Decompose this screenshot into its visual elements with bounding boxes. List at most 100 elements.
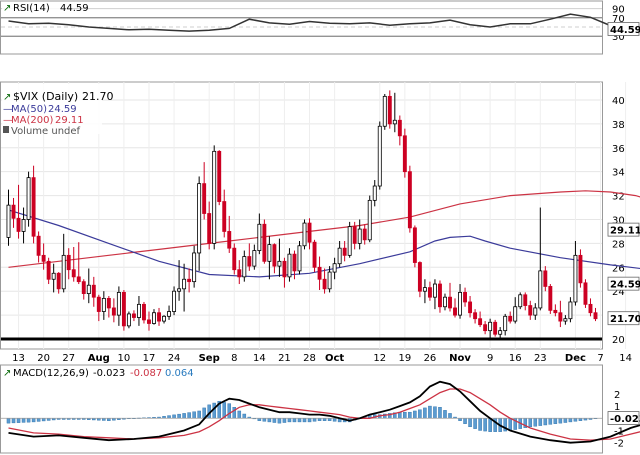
candle [212, 145, 217, 250]
x-tick-label: 16 [509, 353, 522, 364]
candle-body [202, 183, 207, 214]
candle [538, 207, 543, 311]
candle-body [553, 309, 558, 314]
candle-body [6, 204, 11, 238]
macd-histogram-bar [573, 418, 578, 422]
candle [287, 248, 292, 282]
price-tick-label: 34 [612, 168, 625, 179]
ma50-value: 24.59 [48, 104, 77, 115]
candle-body [593, 312, 598, 320]
candle [142, 301, 146, 324]
candle-body [252, 250, 257, 267]
candle-body [232, 247, 237, 271]
ma200-badge-box [607, 222, 640, 237]
candle [432, 279, 437, 310]
candle-body [172, 290, 177, 312]
price-tick-label: 26 [612, 263, 625, 274]
macd-tick-label: 1 [614, 402, 620, 413]
candle [332, 257, 337, 280]
candle [553, 304, 558, 317]
x-tick-label: 27 [62, 353, 75, 364]
macd-histogram-bar [31, 418, 36, 423]
candle [282, 257, 287, 288]
candle-body [518, 294, 523, 308]
candle [573, 241, 578, 306]
candle-body [287, 253, 292, 278]
candle [111, 298, 116, 323]
macd-histogram-bar [473, 418, 477, 429]
candle-body [237, 269, 242, 278]
macd-histogram-bar [468, 418, 472, 428]
macd-panel-frame [0, 364, 603, 454]
candle-body [563, 318, 568, 322]
candle-body [197, 183, 202, 254]
macd-histogram-bar [41, 418, 46, 422]
macd-histogram-bar [488, 418, 492, 432]
candle [152, 309, 156, 325]
candle [407, 165, 412, 233]
candle [523, 292, 528, 311]
candle-body [227, 231, 232, 249]
x-tick-label: 13 [12, 353, 25, 364]
candle-body [407, 171, 412, 229]
candle [558, 300, 563, 328]
rsi-title-bg [2, 2, 72, 14]
candle-body [182, 278, 187, 290]
macd-histogram-bar [448, 413, 452, 419]
candle [292, 250, 297, 280]
candle [402, 128, 407, 178]
x-tick-label: 26 [424, 353, 437, 364]
macd-histogram-bar [548, 418, 553, 425]
candle [252, 244, 257, 270]
candle-body [126, 313, 131, 327]
rsi-badge: 44.59 [607, 22, 640, 36]
candle [272, 243, 277, 274]
candle-body [357, 228, 362, 244]
candle [172, 286, 177, 316]
candle-body [192, 252, 197, 283]
candle [322, 268, 327, 294]
candle-body [458, 292, 462, 316]
candle [71, 246, 76, 282]
macd-histogram-bar [483, 418, 487, 432]
price-icon: ↗ [3, 92, 11, 103]
candle-body [588, 303, 593, 314]
x-tick-label: 28 [303, 353, 316, 364]
candle [357, 219, 362, 250]
candle-body [412, 227, 417, 263]
candle-body [297, 245, 302, 272]
candle-body [473, 312, 478, 320]
ma50-badge: 24.59 [607, 276, 640, 291]
candle-body [568, 301, 573, 320]
candle [438, 280, 442, 313]
candle [182, 263, 187, 312]
candle-body [46, 260, 51, 280]
price-tick-label: 24 [612, 287, 625, 298]
candle-body [267, 244, 272, 262]
candle [568, 297, 573, 323]
candle [131, 310, 136, 322]
candle [242, 250, 247, 282]
candle [463, 287, 468, 307]
candle [202, 162, 207, 220]
candle [31, 165, 36, 244]
price-tick-label: 20 [612, 335, 625, 346]
candle [508, 311, 513, 324]
candle [41, 243, 46, 270]
volume-icon [3, 126, 9, 133]
macd-histogram-bar [297, 418, 302, 423]
price-tick-label: 30 [612, 215, 625, 226]
macd-icon: ↗ [3, 368, 11, 379]
macd-histogram-bar [11, 418, 16, 424]
price-title: $VIX (Daily) [13, 90, 78, 103]
candle [106, 295, 111, 318]
macd-histogram-bar [533, 418, 538, 427]
candle [578, 249, 583, 288]
candle-body [543, 270, 548, 287]
candle-body [397, 119, 402, 137]
candle [232, 243, 237, 275]
candle-body [157, 312, 161, 322]
macd-histogram-bar [192, 411, 196, 419]
candle-body [282, 260, 287, 278]
candle-body [312, 241, 317, 268]
